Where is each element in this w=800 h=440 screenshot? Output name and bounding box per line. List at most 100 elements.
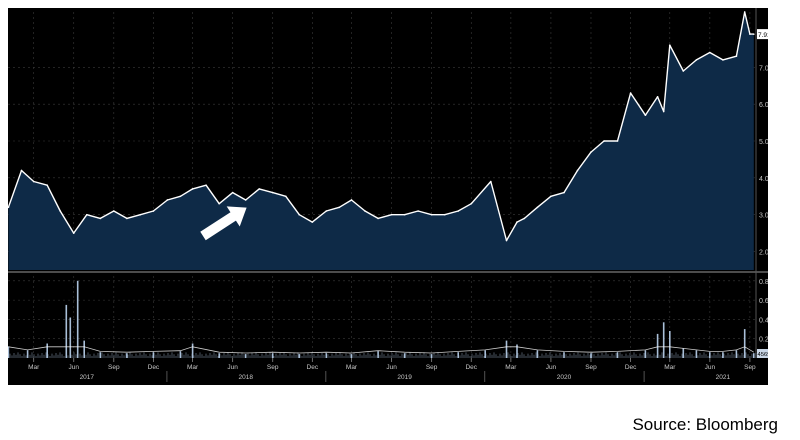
volume-bar <box>69 317 72 358</box>
volume-bar <box>325 353 328 358</box>
x-month-label: Mar <box>505 364 517 371</box>
volume-bar <box>430 354 433 358</box>
x-month-label: Dec <box>625 364 637 371</box>
price-point <box>722 59 724 61</box>
price-point <box>523 217 526 220</box>
price-point <box>166 199 169 201</box>
x-month-label: Jun <box>227 364 238 371</box>
x-year-label: 2019 <box>397 374 412 381</box>
x-month-label: Dec <box>307 364 319 371</box>
price-point <box>179 195 182 198</box>
volume-bar <box>753 353 755 358</box>
price-point <box>258 188 261 190</box>
volume-bar <box>616 352 619 358</box>
volume-tick-label: 0.4M <box>759 317 768 324</box>
price-point <box>505 239 508 242</box>
volume-bar <box>377 351 379 358</box>
price-point <box>457 210 459 212</box>
price-point <box>430 213 433 216</box>
volume-bar <box>179 351 182 358</box>
price-point <box>749 33 751 35</box>
price-point <box>32 180 35 183</box>
price-point <box>563 191 565 194</box>
volume-bar <box>457 352 459 358</box>
volume-bar <box>669 331 671 358</box>
price-point <box>644 114 647 116</box>
volume-bar <box>505 340 508 358</box>
price-point <box>443 213 446 216</box>
volume-bar <box>662 322 665 358</box>
price-point <box>629 92 632 94</box>
price-point <box>550 195 552 198</box>
annotation-arrow <box>200 206 247 241</box>
price-tick-label: 6.00 <box>759 102 768 109</box>
price-point <box>126 217 128 220</box>
volume-bar <box>656 333 659 358</box>
price-point <box>735 55 738 58</box>
price-point <box>72 232 75 234</box>
volume-bar <box>8 346 10 358</box>
x-month-label: Jun <box>69 364 80 371</box>
volume-bar <box>65 304 68 358</box>
price-point <box>536 206 539 209</box>
volume-bar <box>298 354 301 358</box>
price-point <box>338 206 341 209</box>
price-point <box>616 140 619 142</box>
volume-bar <box>644 350 647 358</box>
x-month-label: Mar <box>664 364 676 371</box>
price-point <box>271 191 274 194</box>
x-year-label: 2021 <box>716 374 731 381</box>
volume-bar <box>244 354 247 358</box>
price-point <box>743 11 746 13</box>
volume-bar <box>722 352 724 358</box>
volume-bar <box>695 350 698 358</box>
x-month-label: Mar <box>28 364 40 371</box>
last-price-box <box>757 29 768 40</box>
volume-bar <box>709 352 711 358</box>
price-point <box>576 169 579 172</box>
price-point <box>152 210 155 212</box>
price-point <box>191 188 194 190</box>
volume-bar <box>46 343 48 358</box>
price-point <box>490 180 492 183</box>
price-point <box>590 151 592 153</box>
price-point <box>377 217 379 220</box>
price-point <box>470 202 473 205</box>
price-point <box>682 70 685 72</box>
x-month-label: Sep <box>744 364 756 371</box>
price-point <box>709 51 711 54</box>
x-month-label: Sep <box>426 364 438 371</box>
last-volume-box <box>757 349 768 358</box>
price-point <box>311 221 314 223</box>
x-month-label: Sep <box>267 364 279 371</box>
x-month-label: Mar <box>346 364 358 371</box>
price-tick-label: 5.00 <box>759 139 768 146</box>
price-point <box>59 210 62 212</box>
volume-tick-label: 0.6M <box>759 298 768 305</box>
price-point <box>46 184 48 187</box>
volume-bar <box>350 354 353 358</box>
volume-bar <box>536 350 539 358</box>
price-point <box>417 210 419 212</box>
price-point <box>218 202 220 205</box>
price-point <box>139 213 142 216</box>
price-point <box>8 206 10 209</box>
price-point <box>244 199 247 201</box>
price-tick-label: 3.00 <box>759 213 768 220</box>
price-point <box>86 213 88 216</box>
volume-bar <box>99 352 102 358</box>
volume-bar <box>743 329 746 358</box>
volume-bar <box>735 350 738 358</box>
volume-bar <box>218 353 220 358</box>
volume-bar <box>126 353 128 358</box>
x-year-label: 2018 <box>238 374 253 381</box>
price-point <box>390 213 393 216</box>
price-point <box>350 199 353 201</box>
x-month-label: Jun <box>386 364 397 371</box>
price-tick-label: 4.00 <box>759 176 768 183</box>
volume-bar <box>191 343 194 358</box>
price-tick-label: 2.00 <box>759 250 768 257</box>
last-price-label: 7.91 <box>758 32 768 39</box>
source-note: Source: Bloomberg <box>632 415 778 434</box>
x-month-label: Jun <box>705 364 716 371</box>
